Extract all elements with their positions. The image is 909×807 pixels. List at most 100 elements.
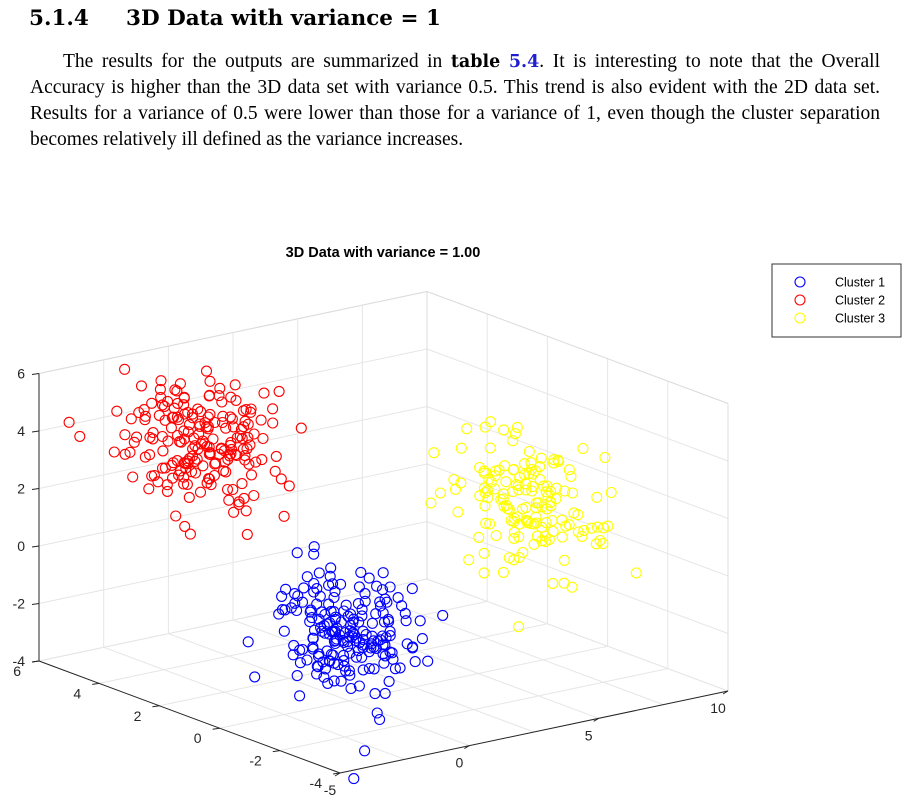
grid-line	[38, 463, 428, 547]
box-edge	[426, 291, 729, 404]
data-point-cluster-2	[218, 445, 230, 457]
data-point-cluster-3	[576, 530, 588, 542]
data-point-cluster-3	[534, 461, 546, 473]
data-point-cluster-2	[216, 396, 228, 408]
data-point-cluster-2	[119, 448, 131, 460]
grid-line	[103, 646, 405, 760]
data-point-cluster-1	[276, 604, 289, 616]
legend-label-cluster-3: Cluster 3	[835, 312, 885, 326]
data-point-cluster-1	[344, 669, 356, 681]
data-point-cluster-1	[352, 598, 364, 610]
data-point-cluster-2	[181, 478, 193, 490]
data-point-cluster-2	[245, 469, 258, 481]
data-point-cluster-1	[311, 583, 323, 595]
data-point-cluster-2	[119, 429, 131, 441]
data-point-cluster-1	[335, 675, 347, 687]
data-point-cluster-2	[248, 489, 260, 502]
data-point-cluster-2	[174, 436, 186, 448]
legend-marker-cluster-1	[794, 276, 806, 288]
data-point-cluster-1	[407, 641, 419, 653]
data-point-cluster-2	[146, 397, 158, 409]
z-tick-label: -2	[13, 596, 26, 612]
data-point-cluster-2	[270, 450, 282, 462]
data-point-cluster-3	[508, 532, 520, 544]
data-point-cluster-1	[344, 625, 356, 637]
data-point-cluster-2	[146, 470, 158, 482]
data-point-cluster-2	[231, 449, 243, 462]
data-point-cluster-1	[394, 662, 406, 674]
data-point-cluster-2	[144, 449, 156, 461]
y-tick-label: -4	[310, 775, 323, 791]
y-tick-label: 4	[73, 685, 81, 701]
data-point-cluster-1	[377, 567, 389, 579]
data-point-cluster-3	[516, 503, 529, 515]
data-point-cluster-2	[214, 382, 226, 394]
data-point-cluster-1	[308, 586, 320, 598]
section-heading: 5.1.4 3D Data with variance = 1	[29, 6, 441, 31]
data-point-cluster-3	[463, 554, 475, 566]
data-point-cluster-2	[205, 479, 217, 491]
y-axis-line	[38, 660, 341, 774]
data-point-cluster-1	[329, 586, 341, 598]
data-point-cluster-1	[291, 604, 303, 617]
data-point-cluster-3	[513, 551, 525, 564]
data-point-cluster-3	[563, 464, 575, 476]
z-tick	[31, 488, 40, 490]
data-point-cluster-1	[343, 665, 355, 677]
data-point-cluster-2	[133, 406, 145, 419]
data-point-cluster-2	[242, 431, 254, 443]
grid-line	[279, 668, 668, 752]
x-tick-label: 5	[585, 727, 593, 743]
data-point-cluster-3	[455, 442, 467, 454]
z-tick-label: 4	[17, 423, 25, 439]
data-point-cluster-2	[197, 460, 209, 472]
data-point-cluster-3	[556, 531, 568, 543]
z-tick	[31, 373, 40, 375]
data-point-cluster-2	[186, 450, 199, 462]
data-point-cluster-2	[139, 410, 151, 422]
data-point-cluster-2	[203, 390, 215, 402]
data-point-cluster-2	[228, 506, 240, 518]
grid-line	[38, 578, 428, 662]
data-point-cluster-3	[523, 445, 535, 458]
section-title: 3D Data with variance = 1	[126, 6, 441, 31]
data-point-cluster-1	[317, 656, 329, 668]
data-point-cluster-2	[179, 520, 191, 532]
data-point-cluster-1	[278, 625, 290, 637]
data-point-cluster-3	[558, 554, 570, 566]
table-reference-link[interactable]: 5.4	[508, 52, 540, 72]
data-point-cluster-2	[241, 443, 253, 455]
data-point-cluster-1	[291, 670, 303, 682]
data-point-cluster-2	[240, 505, 252, 517]
data-point-cluster-1	[249, 671, 261, 683]
data-point-cluster-1	[376, 584, 389, 596]
data-point-cluster-2	[204, 447, 216, 459]
data-point-cluster-3	[541, 503, 553, 515]
data-point-cluster-2	[215, 442, 227, 454]
data-point-cluster-3	[513, 484, 525, 496]
data-point-cluster-1	[294, 657, 306, 669]
data-point-cluster-2	[147, 433, 159, 445]
data-point-cluster-3	[513, 531, 525, 543]
data-point-cluster-2	[178, 478, 190, 490]
data-point-cluster-1	[363, 662, 375, 675]
data-point-cluster-3	[484, 442, 496, 454]
data-point-cluster-3	[599, 451, 611, 464]
data-point-cluster-3	[449, 483, 462, 495]
data-point-cluster-3	[537, 480, 550, 492]
data-point-cluster-3	[585, 522, 598, 534]
data-point-cluster-2	[195, 406, 207, 418]
data-point-cluster-3	[566, 487, 579, 499]
data-point-cluster-2	[161, 479, 173, 491]
data-point-cluster-3	[479, 500, 491, 512]
data-point-cluster-2	[234, 430, 246, 442]
data-point-cluster-3	[500, 500, 512, 512]
data-point-cluster-1	[340, 665, 352, 677]
data-point-cluster-3	[539, 530, 551, 542]
data-point-cluster-3	[482, 492, 494, 504]
grid-line	[159, 623, 548, 707]
data-point-cluster-3	[535, 452, 547, 464]
data-point-cluster-1	[311, 598, 323, 610]
data-point-cluster-2	[236, 478, 248, 490]
data-point-cluster-2	[269, 465, 281, 477]
